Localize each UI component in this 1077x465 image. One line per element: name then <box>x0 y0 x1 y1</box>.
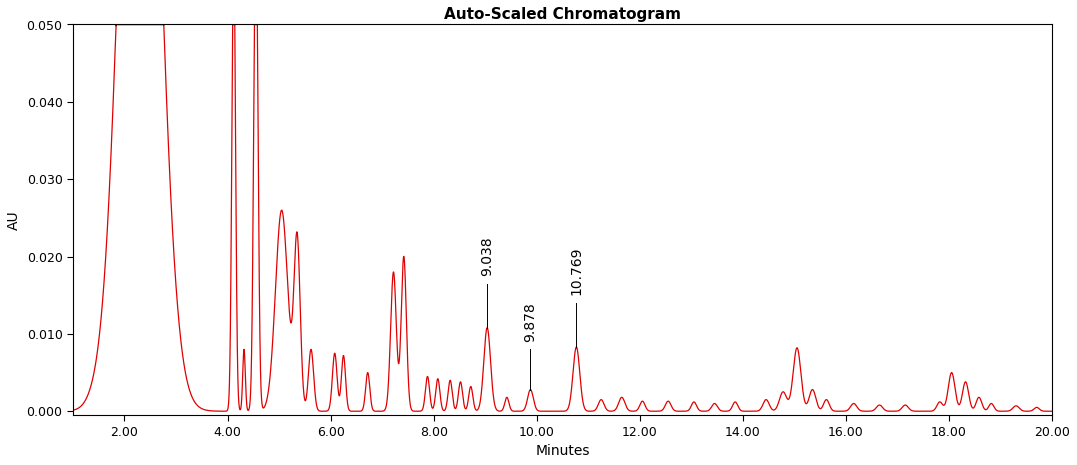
Y-axis label: AU: AU <box>6 210 20 230</box>
Text: 10.769: 10.769 <box>570 247 584 295</box>
Text: 9.878: 9.878 <box>523 302 537 342</box>
X-axis label: Minutes: Minutes <box>535 444 590 458</box>
Text: 9.038: 9.038 <box>480 236 494 276</box>
Title: Auto-Scaled Chromatogram: Auto-Scaled Chromatogram <box>444 7 681 22</box>
